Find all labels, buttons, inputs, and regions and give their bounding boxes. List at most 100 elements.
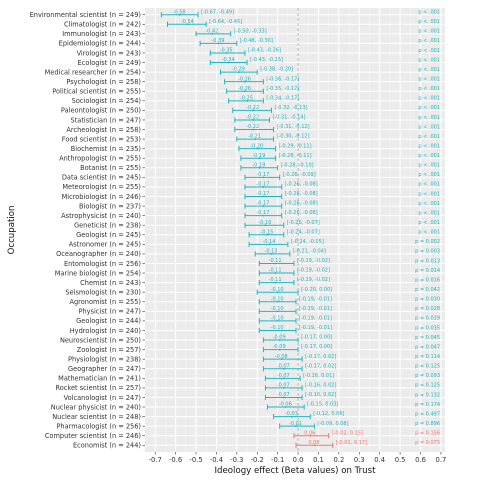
estimate-label: -0.22 (246, 124, 259, 130)
ci-label: [-0.28, -0.10] (281, 162, 314, 168)
x-tick-label: -0.1 (271, 456, 284, 464)
occupation-label: Economist (n = 244) (73, 442, 141, 450)
estimate-label: -0.29 (232, 67, 245, 73)
point-estimate (262, 176, 265, 179)
occupation-label: Meteorologist (n = 255) (62, 183, 141, 191)
p-value-label: p = 0.174 (415, 402, 440, 408)
p-value-label: p = 0.156 (415, 431, 440, 437)
estimate-label: -0.25 (240, 95, 253, 101)
p-value-label: p < .001 (418, 210, 440, 216)
p-value-label: p = 0.002 (415, 239, 440, 245)
p-value-label: p < .001 (418, 38, 440, 44)
estimate-label: -0.19 (252, 153, 265, 159)
occupation-label: Statistician (n = 247) (71, 116, 141, 124)
point-estimate (276, 300, 279, 303)
ci-label: [-0.24, -0.07] (287, 229, 320, 235)
p-value-label: p = 0.075 (415, 440, 440, 446)
occupation-label: Biologist (n = 237) (79, 202, 141, 210)
estimate-label: -0.58 (173, 9, 186, 15)
ci-label: [-0.26, -0.08] (285, 182, 318, 188)
p-value-label: p < .001 (418, 230, 440, 236)
ci-label: [-0.31, -0.12] (277, 124, 310, 130)
ci-label: [-0.19, -0.02] (297, 258, 330, 264)
point-estimate (278, 339, 281, 341)
point-estimate (225, 52, 228, 54)
occupation-label: Nuclear scientist (n = 248) (52, 413, 141, 421)
estimate-label: -0.19 (252, 162, 265, 168)
estimate-label: -0.07 (277, 373, 290, 379)
p-value-label: p = 0.028 (415, 306, 440, 312)
point-estimate (211, 32, 214, 35)
occupation-label: Astrophysicist (n = 240) (61, 212, 141, 220)
occupation-label: Epidemiologist (n = 244) (59, 40, 141, 48)
ci-label: [-0.19, -0.01] (299, 296, 332, 302)
point-estimate (252, 109, 255, 112)
p-value-label: p < .001 (418, 19, 440, 25)
p-value-label: p < .001 (418, 86, 440, 92)
occupation-label: Geographer (n = 247) (68, 365, 141, 373)
point-estimate (274, 281, 277, 284)
x-tick-label: -0.7 (149, 456, 162, 464)
x-tick-label: 0.7 (436, 456, 447, 464)
estimate-label: -0.54 (181, 19, 194, 25)
occupation-label: Seismologist (n = 230) (65, 288, 141, 296)
estimate-label: -0.42 (205, 28, 218, 34)
estimate-label: -0.09 (273, 344, 286, 350)
occupation-label: Psychologist (n = 258) (66, 78, 141, 86)
occupation-label: Paleontologist (n = 250) (61, 107, 141, 115)
occupation-label: Agronomist (n = 255) (69, 298, 141, 306)
x-tick-label: -0.5 (189, 456, 202, 464)
confidence-intervals: -0.58 [-0.67, -0.49] p < .001 -0.54 [-0.64, … (160, 9, 440, 448)
ci-label: [-0.02, 0.15] (332, 430, 363, 436)
p-value-label: p < .001 (418, 201, 440, 207)
point-estimate (262, 205, 265, 207)
ci-label: [-0.19, -0.01] (299, 306, 332, 312)
ci-label: [-0.36, -0.17] (266, 76, 299, 82)
ci-label: [-0.26, -0.09] (283, 172, 316, 178)
ci-label: [-0.01, 0.17] (336, 440, 367, 446)
p-value-label: p < .001 (418, 76, 440, 82)
estimate-label: -0.06 (279, 402, 292, 408)
occupation-label: Ecologist (n = 249) (78, 59, 141, 67)
ci-label: [-0.16, 0.01] (303, 373, 334, 379)
point-estimate (256, 147, 259, 150)
p-value-label: p = 0.896 (415, 421, 440, 427)
p-value-label: p < .001 (418, 163, 440, 169)
point-estimate (284, 406, 287, 408)
p-value-label: p < .001 (418, 115, 440, 121)
x-tick-label: -0.6 (169, 456, 182, 464)
estimate-label: -0.21 (248, 134, 261, 140)
occupation-label: Entomologist (n = 256) (64, 260, 141, 268)
ci-label: [-0.19, -0.01] (299, 316, 332, 322)
point-estimate (252, 128, 255, 131)
estimate-label: -0.16 (258, 220, 271, 226)
ci-label: [-0.50, -0.33] (234, 28, 267, 34)
occupation-label: Astronomer (n = 245) (69, 241, 141, 249)
estimate-label: -0.26 (238, 86, 251, 92)
estimate-label: -0.10 (271, 325, 284, 331)
point-estimate (278, 348, 281, 351)
estimate-label: -0.22 (246, 115, 259, 121)
estimate-label: -0.20 (250, 143, 263, 149)
estimate-label: -0.03 (285, 411, 298, 417)
estimate-label: -0.17 (256, 182, 269, 188)
point-estimate (280, 358, 283, 361)
point-estimate (268, 243, 271, 246)
ci-label: [-0.19, -0.02] (297, 268, 330, 274)
ci-label: [-0.17, 0.00] (301, 335, 332, 341)
p-value-label: p < .001 (418, 191, 440, 197)
estimate-label: -0.35 (220, 48, 233, 54)
estimate-label: -0.09 (273, 335, 286, 341)
estimate-label: -0.22 (246, 105, 259, 111)
ci-label: [-0.26, -0.08] (285, 210, 318, 216)
p-value-label: p = 0.114 (415, 354, 440, 360)
ci-label: [-0.34, -0.17] (266, 95, 299, 101)
estimate-label: -0.01 (289, 421, 302, 427)
occupation-label: Political scientist (n = 255) (52, 88, 141, 96)
estimate-label: -0.07 (277, 382, 290, 388)
ci-label: [-0.17, 0.00] (301, 344, 332, 350)
point-estimate (276, 310, 279, 313)
ci-label: [-0.38, -0.20] (260, 67, 293, 73)
occupation-label: Geologist (n = 244) (76, 317, 141, 325)
